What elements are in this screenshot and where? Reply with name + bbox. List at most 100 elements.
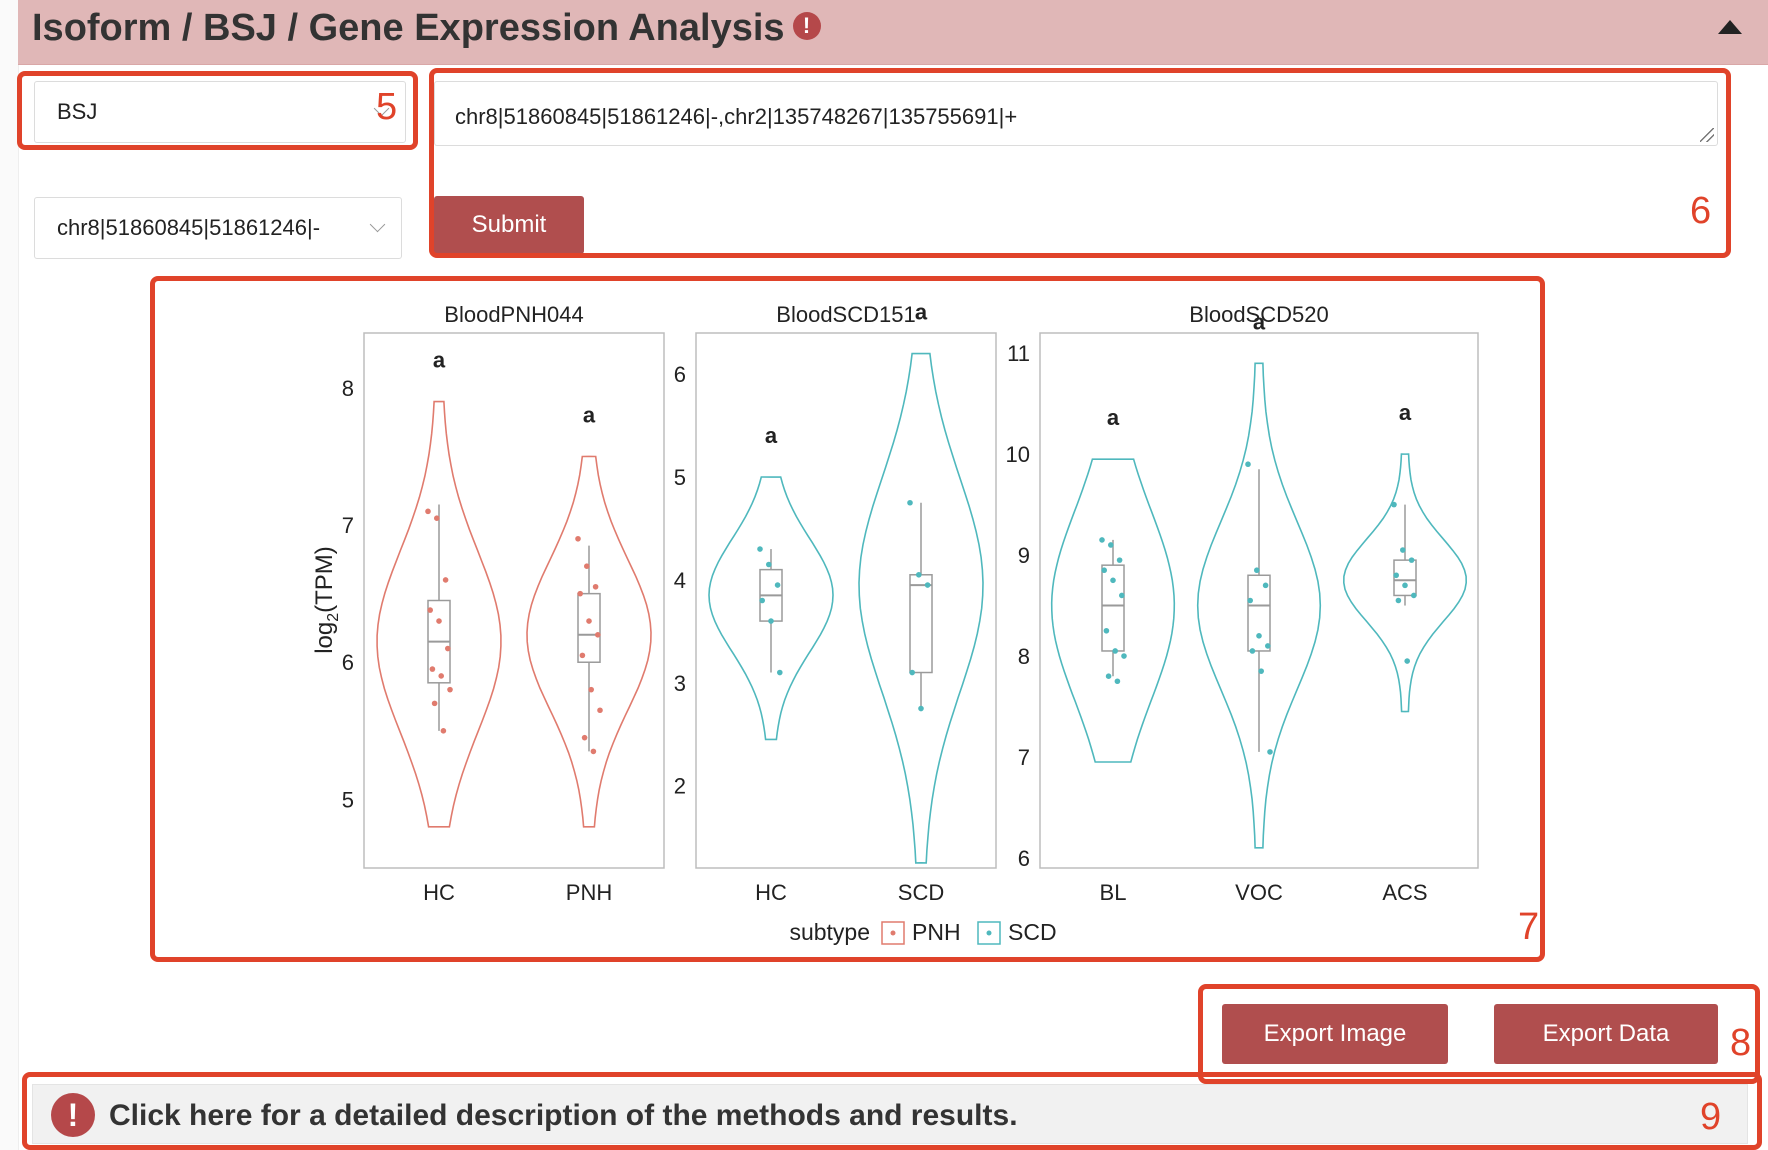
panel-title-text: Isoform / BSJ / Gene Expression Analysis bbox=[32, 7, 785, 49]
data-point bbox=[1400, 547, 1406, 553]
data-point bbox=[436, 618, 442, 624]
violin-BL bbox=[1050, 458, 1176, 763]
legend-title: subtype bbox=[789, 919, 870, 945]
resize-grip-icon[interactable] bbox=[1700, 128, 1714, 142]
y-tick-label: 8 bbox=[1018, 644, 1030, 669]
y-tick-label: 10 bbox=[1006, 442, 1030, 467]
violin-HC bbox=[376, 400, 502, 828]
box-ACS bbox=[1393, 559, 1417, 597]
y-tick-label: 2 bbox=[674, 774, 686, 799]
type-select-value: BSJ bbox=[57, 99, 98, 124]
data-point bbox=[766, 561, 772, 568]
data-point bbox=[1262, 582, 1269, 589]
data-point bbox=[777, 669, 783, 676]
panel-header[interactable]: Isoform / BSJ / Gene Expression Analysis… bbox=[18, 0, 1768, 65]
method-description-text: Click here for a detailed description of… bbox=[109, 1099, 1018, 1132]
box-VOC bbox=[1247, 574, 1271, 652]
x-tick-label: PNH bbox=[566, 880, 612, 905]
data-point bbox=[1411, 592, 1417, 599]
query-textarea[interactable]: chr8|51860845|51861246|-,chr2|135748267|… bbox=[434, 81, 1718, 146]
data-point bbox=[447, 686, 453, 693]
panel-title: BloodSCD520 bbox=[1189, 302, 1328, 327]
data-point bbox=[1105, 673, 1112, 680]
data-point bbox=[1393, 572, 1399, 579]
y-tick-label: 3 bbox=[674, 671, 686, 696]
y-tick-label: 4 bbox=[674, 568, 686, 593]
legend-label-SCD: SCD bbox=[1008, 919, 1057, 945]
collapse-triangle-icon[interactable] bbox=[1718, 20, 1742, 34]
panel-frame bbox=[695, 332, 997, 869]
y-tick-label: 11 bbox=[1007, 341, 1030, 366]
y-tick-label: 5 bbox=[674, 465, 686, 490]
data-point bbox=[1114, 678, 1121, 685]
data-point bbox=[440, 728, 447, 734]
data-point bbox=[595, 631, 601, 638]
export-data-button[interactable]: Export Data bbox=[1494, 1004, 1718, 1064]
data-point bbox=[759, 597, 765, 604]
data-point bbox=[434, 515, 440, 521]
violin-PNH bbox=[526, 455, 652, 828]
data-point bbox=[768, 618, 774, 624]
y-tick-label: 7 bbox=[1018, 745, 1030, 770]
left-panel-edge bbox=[0, 0, 19, 1150]
method-description-toggle[interactable]: ! Click here for a detailed description … bbox=[32, 1084, 1748, 1144]
data-point bbox=[1254, 567, 1260, 574]
data-point bbox=[1256, 633, 1262, 639]
x-tick-label: HC bbox=[423, 880, 455, 905]
data-point bbox=[774, 582, 781, 588]
box-SCD bbox=[909, 574, 933, 674]
data-point bbox=[1404, 658, 1410, 664]
y-tick-label: 7 bbox=[342, 513, 354, 538]
data-point bbox=[1258, 668, 1264, 674]
callout-number-5: 5 bbox=[376, 86, 398, 128]
id-select[interactable]: chr8|51860845|51861246|- bbox=[34, 197, 402, 259]
data-point bbox=[1121, 653, 1127, 659]
data-point bbox=[1402, 582, 1408, 589]
submit-button[interactable]: Submit bbox=[434, 196, 584, 254]
data-point bbox=[592, 583, 599, 590]
warning-icon[interactable]: ! bbox=[792, 12, 821, 40]
data-point bbox=[575, 535, 581, 542]
data-point bbox=[427, 607, 434, 613]
data-point bbox=[429, 666, 436, 672]
callout-number-8: 8 bbox=[1730, 1022, 1752, 1064]
legend-label-PNH: PNH bbox=[912, 919, 961, 945]
data-point bbox=[1110, 577, 1116, 584]
y-tick-label: 8 bbox=[342, 376, 354, 401]
export-image-button[interactable]: Export Image bbox=[1222, 1004, 1448, 1064]
legend-dot-SCD bbox=[986, 930, 992, 936]
box-PNH bbox=[577, 592, 601, 663]
data-point bbox=[1249, 648, 1256, 654]
violin-SCD bbox=[858, 352, 984, 864]
x-tick-label: BL bbox=[1100, 880, 1127, 905]
data-point bbox=[1108, 542, 1114, 548]
data-point bbox=[1391, 501, 1397, 508]
callout-number-9: 9 bbox=[1700, 1096, 1722, 1138]
data-point bbox=[1119, 592, 1125, 599]
data-point bbox=[1247, 597, 1253, 604]
data-point bbox=[907, 499, 913, 506]
y-tick-label: 9 bbox=[1018, 543, 1030, 568]
panel-title: Isoform / BSJ / Gene Expression Analysis… bbox=[32, 6, 821, 50]
y-tick-label: 6 bbox=[1018, 846, 1030, 871]
data-point bbox=[1101, 567, 1107, 574]
y-tick-label: 6 bbox=[342, 650, 354, 675]
y-tick-label: 6 bbox=[674, 362, 686, 387]
data-point bbox=[588, 686, 594, 693]
violin-HC bbox=[708, 476, 834, 741]
x-tick-label: SCD bbox=[898, 880, 944, 905]
x-tick-label: HC bbox=[755, 880, 787, 905]
data-point bbox=[1116, 557, 1123, 563]
query-textarea-value: chr8|51860845|51861246|-,chr2|135748267|… bbox=[455, 104, 1018, 129]
significance-letter: a bbox=[1399, 400, 1412, 425]
significance-letter: a bbox=[433, 348, 446, 373]
data-point bbox=[577, 590, 583, 597]
x-tick-label: ACS bbox=[1382, 880, 1427, 905]
data-point bbox=[1395, 597, 1402, 604]
data-point bbox=[590, 748, 597, 755]
data-point bbox=[916, 571, 922, 578]
data-point bbox=[442, 577, 449, 583]
panel-title: BloodSCD151 bbox=[776, 302, 915, 327]
type-select[interactable]: BSJ bbox=[34, 81, 406, 143]
data-point bbox=[1099, 537, 1105, 543]
